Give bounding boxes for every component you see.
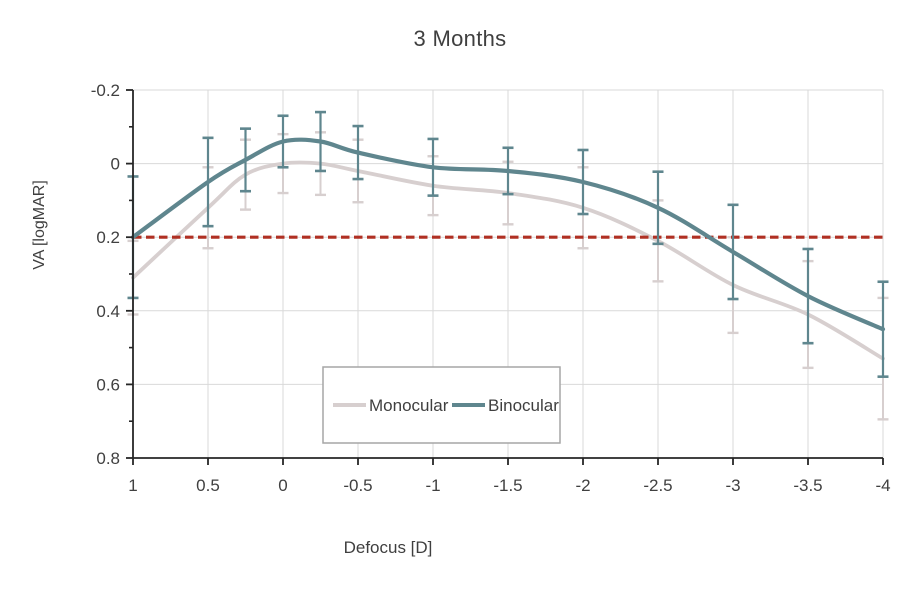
y-tick-label: 0: [111, 155, 120, 174]
chart-title: 3 Months: [414, 26, 507, 51]
x-tick-label: 1: [128, 476, 137, 495]
x-tick-label: -2.5: [643, 476, 672, 495]
tick-labels: -0.2 0 0.2 0.4 0.6 0.8 1 0.5 0 -0.5 -1 -1.5 -2 -2.5 -3…: [91, 81, 891, 495]
x-tick-label: 0.5: [196, 476, 220, 495]
legend: Monocular Binocular: [322, 366, 561, 444]
y-tick-label: -0.2: [91, 81, 120, 100]
x-tick-label: 0: [278, 476, 287, 495]
y-tick-label: 0.8: [96, 449, 120, 468]
x-tick-label: -0.5: [343, 476, 372, 495]
x-tick-label: -2: [575, 476, 590, 495]
y-tick-label: 0.6: [96, 375, 120, 394]
legend-label-monocular: Monocular: [369, 396, 449, 415]
x-tick-label: -1: [425, 476, 440, 495]
y-tick-label: 0.4: [96, 302, 120, 321]
axes: [126, 89, 884, 465]
x-axis-title: Defocus [D]: [344, 538, 433, 557]
x-tick-label: -1.5: [493, 476, 522, 495]
x-tick-label: -3: [725, 476, 740, 495]
x-tick-label: -3.5: [793, 476, 822, 495]
legend-label-binocular: Binocular: [488, 396, 559, 415]
binocular-series-line: [130, 137, 886, 332]
y-tick-label: 0.2: [96, 228, 120, 247]
x-tick-label: -4: [875, 476, 890, 495]
y-axis-title: VA [logMAR]: [31, 180, 48, 270]
